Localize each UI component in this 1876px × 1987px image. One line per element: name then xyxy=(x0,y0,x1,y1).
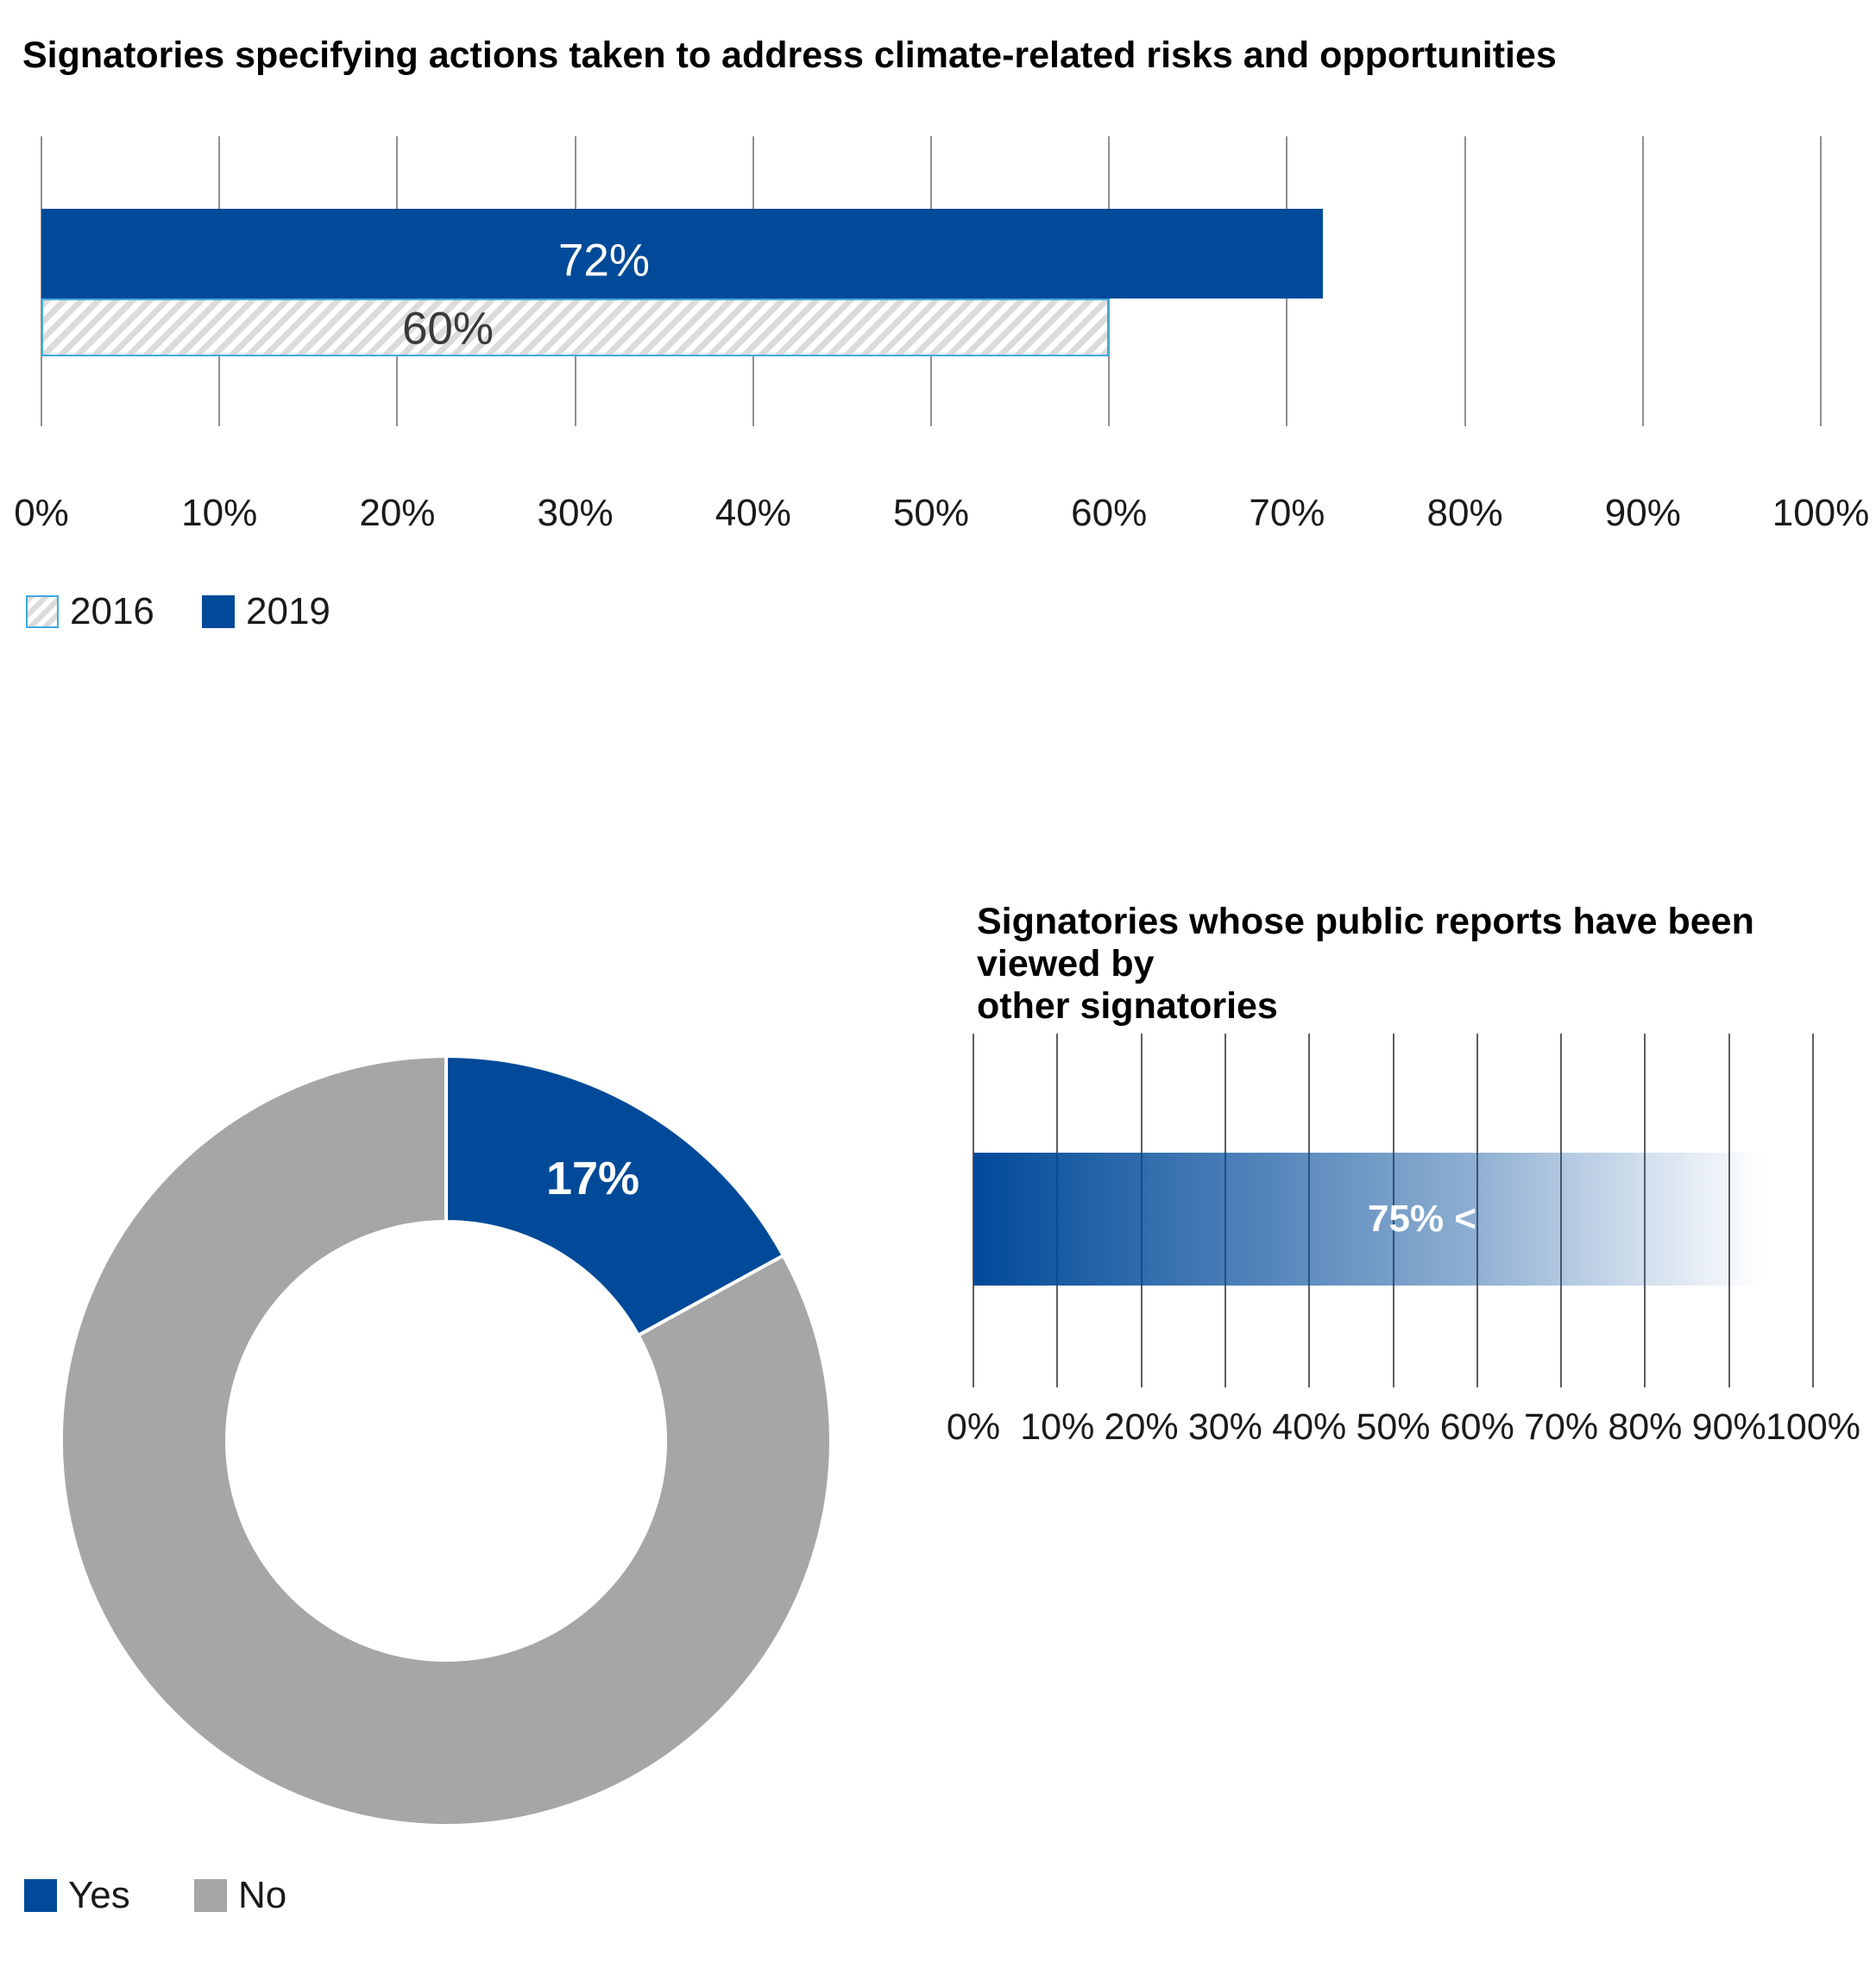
x-tick: 10% xyxy=(1020,1406,1095,1448)
donut-slice-no xyxy=(59,1054,833,1827)
bar-2019-data-label: 72% xyxy=(557,235,651,286)
x-tick: 30% xyxy=(537,492,614,534)
legend-item-no: No xyxy=(194,1874,287,1916)
legend-item-yes: Yes xyxy=(24,1874,130,1916)
x-tick: 20% xyxy=(1104,1406,1179,1448)
x-tick: 100% xyxy=(1772,492,1870,534)
x-tick: 0% xyxy=(946,1406,1001,1448)
x-tick: 80% xyxy=(1608,1406,1683,1448)
x-tick: 100% xyxy=(1766,1406,1860,1448)
x-tick: 30% xyxy=(1187,1406,1262,1448)
legend-item-2016: 2016 xyxy=(26,590,154,632)
x-tick: 80% xyxy=(1426,492,1503,534)
bar-2016-data-label: 60% xyxy=(401,303,494,355)
x-tick: 0% xyxy=(14,492,69,534)
x-tick: 40% xyxy=(715,492,791,534)
legend-item-2019: 2019 xyxy=(202,590,331,632)
hatched-swatch-icon xyxy=(26,595,59,628)
donut-chart: 17% xyxy=(59,1054,833,1827)
blue-swatch-icon xyxy=(24,1879,57,1912)
right-chart-x-axis: 0% 10% 20% 30% 40% 50% 60% 70% 80% 90% 1… xyxy=(947,1406,1860,1449)
x-tick: 20% xyxy=(359,492,436,534)
gridline xyxy=(1820,136,1822,426)
blue-swatch-icon xyxy=(202,595,235,628)
x-tick: 90% xyxy=(1604,492,1681,534)
x-tick: 90% xyxy=(1691,1406,1766,1448)
x-tick: 10% xyxy=(181,492,258,534)
bar-2016 xyxy=(41,299,1110,356)
top-chart-x-axis: 0% 10% 20% 30% 40% 50% 60% 70% 80% 90% 1… xyxy=(14,492,1869,535)
bar-2019 xyxy=(41,209,1323,299)
gridline xyxy=(1812,1034,1814,1387)
right-chart-title-line2: other signatories xyxy=(977,985,1278,1027)
top-chart-title: Signatories specifying actions taken to … xyxy=(22,35,1557,76)
x-tick: 50% xyxy=(892,492,970,534)
gray-swatch-icon xyxy=(194,1879,227,1912)
right-chart-title: Signatories whose public reports have be… xyxy=(977,901,1848,1028)
donut-yes-data-label: 17% xyxy=(546,1153,639,1204)
legend-label-2016: 2016 xyxy=(70,590,154,632)
x-tick: 60% xyxy=(1439,1406,1514,1448)
right-chart-title-line1: Signatories whose public reports have be… xyxy=(977,901,1754,984)
x-tick: 40% xyxy=(1272,1406,1347,1448)
gridline xyxy=(1641,136,1644,426)
bar-gradient-75 xyxy=(973,1153,1797,1286)
gridline xyxy=(1464,136,1466,426)
x-tick: 50% xyxy=(1356,1406,1431,1448)
x-tick: 60% xyxy=(1071,492,1148,534)
right-chart-plot-area: 75% < xyxy=(973,1034,1814,1387)
x-tick: 70% xyxy=(1524,1406,1599,1448)
top-chart-plot-area: 72% 60% xyxy=(41,136,1822,426)
x-tick: 70% xyxy=(1249,492,1325,534)
legend-label-no: No xyxy=(238,1874,287,1916)
legend-label-yes: Yes xyxy=(68,1874,130,1916)
legend-label-2019: 2019 xyxy=(246,590,331,632)
bar-gradient-data-label: 75% < xyxy=(1368,1198,1476,1240)
donut-slice-yes xyxy=(444,1054,785,1337)
